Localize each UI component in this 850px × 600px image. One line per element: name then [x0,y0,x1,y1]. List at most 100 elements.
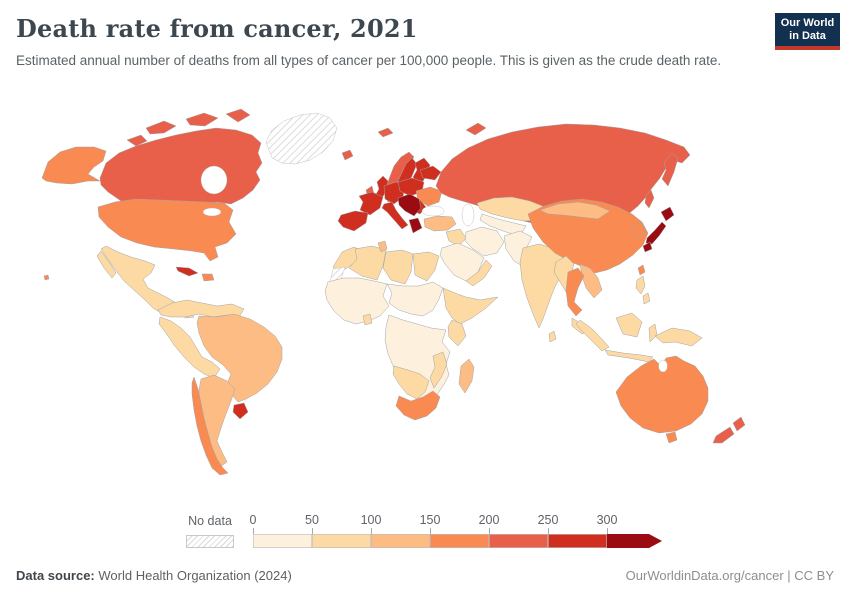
legend-bin-0[interactable]: 0 [250,513,312,548]
country-greece[interactable] [408,217,423,234]
country-egypt[interactable] [412,251,440,282]
footer-source-value: World Health Organization (2024) [98,568,292,583]
country-spain-portugal[interactable] [337,210,369,232]
country-java[interactable] [604,349,654,363]
footer-source: Data source: World Health Organization (… [16,568,292,583]
legend-bin-150[interactable]: 150 [420,513,489,548]
legend-bin-50[interactable]: 50 [305,513,371,548]
country-south-africa[interactable] [395,390,441,421]
great-lakes [202,207,222,217]
legend-bin-swatch [607,534,662,548]
caspian-sea [461,203,475,227]
country-madagascar[interactable] [458,358,475,394]
legend-bin-200[interactable]: 200 [479,513,548,548]
legend-no-data: No data [186,514,234,548]
country-sumatra[interactable] [575,319,610,352]
country-canada-arctic-3[interactable] [225,108,251,123]
country-svalbard[interactable] [377,127,394,138]
legend-bin-100[interactable]: 100 [361,513,430,548]
country-sakhalin[interactable] [644,189,655,209]
legend-tick-label: 100 [360,513,382,527]
footer-source-label: Data source: [16,568,95,583]
country-cuba[interactable] [175,266,199,277]
country-canada-arctic-2[interactable] [185,112,219,127]
country-horn-of-africa[interactable] [442,287,499,325]
country-kenya[interactable] [447,319,467,347]
country-mozambique[interactable] [429,351,448,389]
country-japan-honshu[interactable] [645,221,667,245]
country-balkans[interactable] [397,193,422,217]
legend-no-data-swatch[interactable] [186,535,234,548]
country-thailand[interactable] [565,267,585,317]
country-baltics-belarus[interactable] [419,165,442,181]
legend-bin-300[interactable]: 300 [597,513,662,548]
owid-logo[interactable]: Our World in Data [775,13,840,50]
country-iran[interactable] [464,226,505,257]
country-mexico[interactable] [100,245,195,319]
black-sea [421,205,445,217]
country-hispaniola[interactable] [201,273,215,282]
country-france[interactable] [358,191,384,216]
legend-bin-swatch [312,534,371,548]
country-turkey[interactable] [423,215,457,232]
country-alaska[interactable] [41,146,107,185]
country-yemen-oman[interactable] [465,259,493,287]
country-greenland[interactable] [265,112,338,165]
country-borneo[interactable] [615,312,643,338]
gulf-of-carpentaria [658,359,668,373]
country-canada[interactable] [99,127,263,206]
country-new-zealand-north[interactable] [732,416,746,432]
country-philippines-1[interactable] [635,275,646,295]
country-united-states[interactable] [97,198,237,262]
country-mongolia[interactable] [539,201,611,220]
country-chile[interactable] [191,376,229,476]
country-italy[interactable] [381,201,409,230]
country-sahel-sudan[interactable] [386,281,444,317]
country-sri-lanka[interactable] [548,330,557,343]
chart-subtitle: Estimated annual number of deaths from a… [16,53,722,68]
country-iceland[interactable] [341,149,354,161]
legend-color-bar: 0 50 100 150 200 250 300 [250,513,662,548]
country-west-africa[interactable] [324,277,390,325]
legend-bin-swatch [371,534,430,548]
country-kamchatka[interactable] [661,152,679,187]
world-map[interactable] [0,100,850,510]
country-canada-arctic-4[interactable] [126,134,148,147]
country-new-guinea[interactable] [654,327,703,347]
legend-bin-swatch [430,534,489,548]
legend-bin-250[interactable]: 250 [538,513,607,548]
country-tasmania[interactable] [665,431,678,444]
legend-tick-label: 0 [249,513,257,527]
country-taiwan[interactable] [637,264,646,276]
country-new-zealand-south[interactable] [712,426,735,444]
country-china[interactable] [527,198,649,274]
legend-tick-label: 50 [305,513,319,527]
legend-tick-label: 300 [596,513,618,527]
country-tunisia[interactable] [377,240,388,253]
country-brazil[interactable] [196,313,283,403]
country-algeria[interactable] [348,245,387,281]
country-iraq-syria[interactable] [445,228,467,247]
footer-license-link[interactable]: OurWorldinData.org/cancer | CC BY [625,568,834,583]
country-uruguay[interactable] [232,402,249,420]
legend-no-data-label: No data [188,514,232,528]
country-novaya-zemlya[interactable] [465,122,487,136]
country-ghana[interactable] [362,313,373,326]
country-united-kingdom[interactable] [374,175,389,201]
country-australia[interactable] [615,355,709,434]
page-title: Death rate from cancer, 2021 [16,14,418,43]
country-japan-kyushu[interactable] [642,241,653,253]
owid-logo-line1: Our World [780,16,835,29]
country-japan-hokkaido[interactable] [660,206,675,222]
country-sulawesi[interactable] [648,323,658,343]
owid-logo-line2: in Data [789,29,826,42]
country-namibia-botswana[interactable] [392,365,430,400]
country-philippines-2[interactable] [642,292,651,305]
country-libya[interactable] [382,249,414,285]
legend-tick-label: 250 [537,513,559,527]
country-korea[interactable] [632,221,646,240]
country-hawaii[interactable] [43,274,50,281]
country-canada-arctic-1[interactable] [145,120,177,135]
country-baja-california[interactable] [96,250,117,279]
country-peru-bolivia[interactable] [158,316,221,379]
